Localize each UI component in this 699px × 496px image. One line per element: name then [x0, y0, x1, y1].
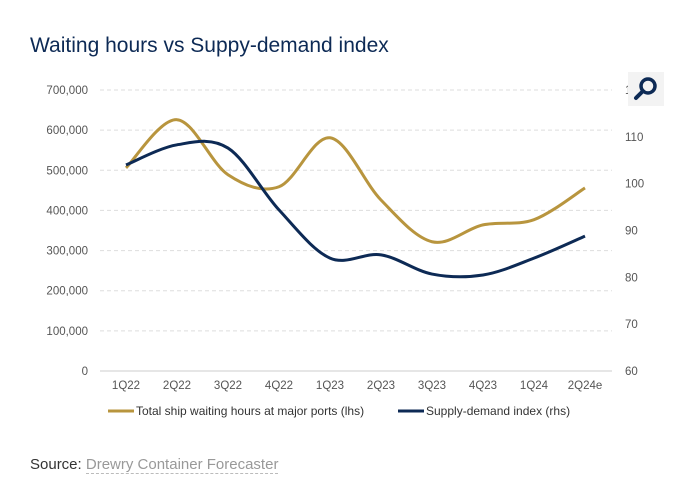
- source-link[interactable]: Drewry Container Forecaster: [85, 456, 279, 474]
- right-tick-label: 100: [625, 179, 644, 191]
- right-tick-label: 90: [625, 226, 638, 238]
- left-tick-label: 600,000: [46, 125, 88, 137]
- search-button[interactable]: [628, 72, 664, 106]
- legend-label: Total ship waiting hours at major ports …: [136, 404, 364, 418]
- x-tick-label: 4Q23: [469, 380, 497, 392]
- x-tick-label: 3Q22: [214, 380, 242, 392]
- right-tick-label: 70: [625, 319, 638, 331]
- x-tick-label: 1Q24: [520, 380, 549, 392]
- source-label: Source:: [30, 456, 82, 473]
- x-tick-label: 2Q22: [163, 380, 191, 392]
- search-icon: [634, 77, 657, 100]
- legend-label: Supply-demand index (rhs): [426, 404, 570, 418]
- left-tick-label: 300,000: [46, 246, 88, 258]
- source-line: Source: Drewry Container Forecaster: [30, 456, 279, 474]
- left-tick-label: 0: [82, 366, 88, 378]
- x-tick-label: 1Q22: [112, 380, 140, 392]
- x-tick-label: 2Q24e: [568, 380, 603, 392]
- x-tick-label: 3Q23: [418, 380, 446, 392]
- series-line: [125, 139, 586, 279]
- left-tick-label: 100,000: [46, 326, 88, 338]
- left-tick-label: 200,000: [46, 286, 88, 298]
- x-tick-label: 1Q23: [316, 380, 344, 392]
- left-tick-label: 400,000: [46, 205, 88, 217]
- left-tick-label: 700,000: [46, 85, 88, 97]
- right-tick-label: 80: [625, 272, 638, 284]
- x-tick-label: 4Q22: [265, 380, 293, 392]
- series-line: [124, 118, 586, 244]
- chart-title: Waiting hours vs Suppy-demand index: [30, 34, 389, 57]
- right-tick-label: 60: [625, 366, 638, 378]
- x-tick-label: 2Q23: [367, 380, 395, 392]
- right-tick-label: 110: [625, 132, 643, 144]
- left-tick-label: 500,000: [46, 165, 88, 177]
